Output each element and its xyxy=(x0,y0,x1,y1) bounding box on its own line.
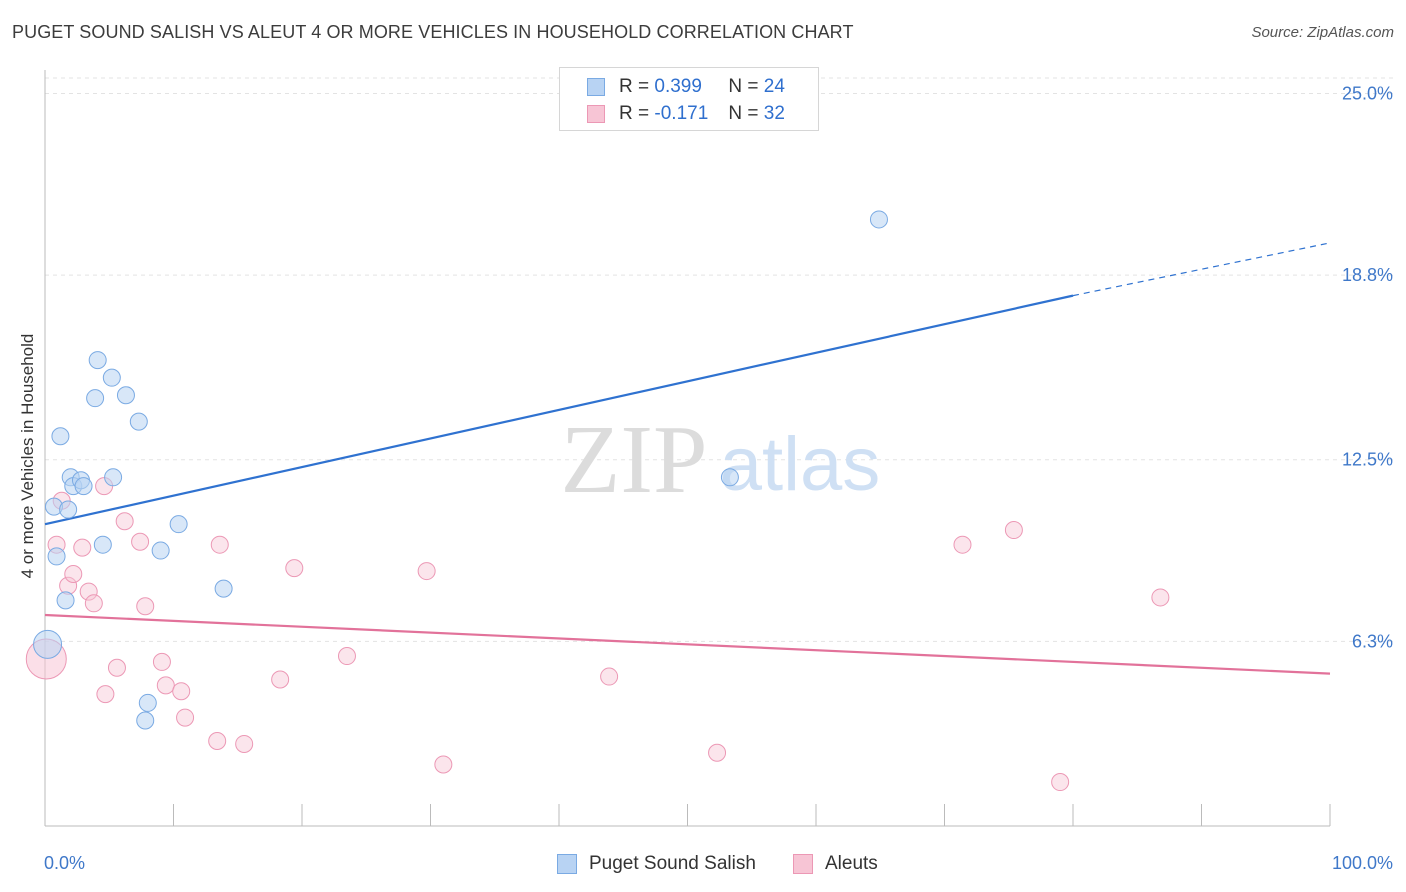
x-tick-label-max: 100.0% xyxy=(1332,853,1393,873)
x-tick-label-min: 0.0% xyxy=(44,853,85,873)
aleut-point xyxy=(107,658,126,677)
salish-point xyxy=(136,711,155,730)
aleut-point xyxy=(285,559,304,578)
bottom-legend-label: Aleuts xyxy=(825,853,878,874)
source-label: Source: ZipAtlas.com xyxy=(1251,24,1394,41)
aleut-point xyxy=(708,743,727,762)
aleut-point xyxy=(417,562,436,581)
legend-swatch-blue xyxy=(587,78,605,96)
salish-point xyxy=(102,368,121,387)
watermark-zip: ZIP xyxy=(561,406,708,514)
aleut-point xyxy=(600,667,619,686)
bottom-legend-salish: Puget Sound Salish xyxy=(557,852,756,876)
aleut-point xyxy=(136,597,155,616)
legend-n-label: N = xyxy=(728,76,759,97)
salish-point xyxy=(74,477,93,496)
salish-point xyxy=(47,547,66,566)
aleut-point xyxy=(208,732,227,751)
x-tick-labels: 0.0% 100.0% xyxy=(44,853,1393,873)
data-points xyxy=(25,210,1170,792)
trend-lines xyxy=(44,242,1331,675)
aleut-point xyxy=(271,670,290,689)
aleut-point xyxy=(131,532,150,551)
legend: R = 0.399 N = 24 R = -0.171 N = 32 xyxy=(559,67,819,131)
legend-n-label: N = xyxy=(728,103,759,124)
aleut-point xyxy=(1051,773,1070,792)
salish-point xyxy=(93,535,112,554)
chart-title: PUGET SOUND SALISH VS ALEUT 4 OR MORE VE… xyxy=(12,22,854,42)
salish-point xyxy=(151,541,170,560)
axes xyxy=(44,70,1331,827)
salish-point xyxy=(869,210,888,229)
aleut-point xyxy=(156,676,175,695)
salish-point xyxy=(88,351,107,370)
salish-point xyxy=(51,427,70,446)
aleut-point xyxy=(434,755,453,774)
bottom-legend-swatch-blue xyxy=(557,854,577,874)
salish-point xyxy=(116,386,135,405)
y-tick-label: 6.3% xyxy=(1352,631,1393,651)
y-tick-labels: 6.3% 12.5% 18.8% 25.0% xyxy=(1342,83,1393,651)
salish-point xyxy=(720,468,739,487)
salish-point xyxy=(138,693,157,712)
salish-point xyxy=(56,591,75,610)
aleut-point xyxy=(953,535,972,554)
aleut-point xyxy=(210,535,229,554)
bottom-legend-swatch-pink xyxy=(793,854,813,874)
y-tick-label: 18.8% xyxy=(1342,265,1393,285)
aleut-point xyxy=(115,512,134,531)
aleut-point xyxy=(1004,521,1023,540)
legend-swatch-pink xyxy=(587,105,605,123)
salish-point xyxy=(33,629,63,659)
watermark: ZIP atlas xyxy=(561,406,881,514)
aleut-point xyxy=(79,582,98,601)
aleut-point xyxy=(1151,588,1170,607)
aleut-point xyxy=(152,652,171,671)
trend-line-salish xyxy=(44,294,1074,526)
legend-r-value: 0.399 xyxy=(654,76,702,97)
legend-r-label: R = xyxy=(619,76,650,97)
y-tick-label: 12.5% xyxy=(1342,450,1393,470)
aleut-point xyxy=(64,565,83,583)
aleut-point xyxy=(73,538,92,557)
watermark-atlas: atlas xyxy=(720,422,881,507)
aleut-point xyxy=(96,685,115,704)
legend-row-salish: R = 0.399 N = 24 xyxy=(587,75,785,99)
legend-r-value: -0.171 xyxy=(654,103,709,124)
salish-point xyxy=(214,579,233,598)
salish-point xyxy=(169,515,188,534)
bottom-legend-label: Puget Sound Salish xyxy=(589,853,756,874)
y-axis-label: 4 or more Vehicles in Household xyxy=(18,333,37,579)
aleut-point xyxy=(337,647,356,666)
gridlines xyxy=(45,77,1395,642)
aleut-point xyxy=(235,734,254,753)
bottom-legend-aleuts: Aleuts xyxy=(793,852,878,876)
y-tick-label: 25.0% xyxy=(1342,83,1393,103)
legend-row-aleuts: R = -0.171 N = 32 xyxy=(587,102,785,126)
aleut-point xyxy=(84,594,103,613)
salish-point xyxy=(59,500,78,519)
legend-n-value: 24 xyxy=(763,76,785,97)
trend-line-aleuts xyxy=(44,613,1331,675)
legend-n-value: 32 xyxy=(763,103,785,124)
salish-point xyxy=(129,412,148,431)
salish-point xyxy=(104,468,123,487)
trend-line-salish-extension xyxy=(1072,242,1331,297)
aleut-point xyxy=(172,682,191,701)
legend-r-label: R = xyxy=(619,103,650,124)
salish-point xyxy=(86,389,105,408)
aleut-point xyxy=(176,708,195,727)
